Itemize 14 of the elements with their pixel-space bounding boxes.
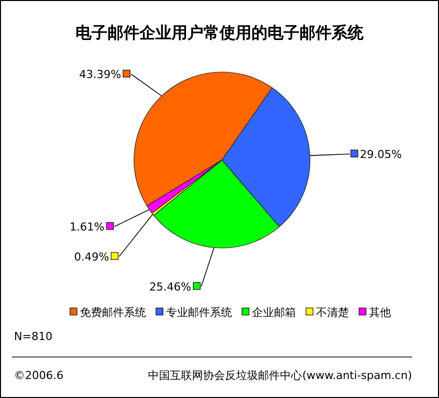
legend-label: 企业邮箱 [252,306,296,319]
legend-label: 不清楚 [316,306,349,319]
data-label: 25.46% [149,280,192,294]
data-label: 29.05% [360,148,402,162]
chart-title: 电子邮件企业用户常使用的电子邮件系统 [76,23,364,42]
data-label: 0.49% [74,250,110,264]
data-label: 43.39% [79,68,122,82]
text: 中国互联网协会反垃圾邮件中心(www.anti-spam.cn) [148,369,412,382]
legend-label: 其他 [369,306,391,319]
text: N=810 [14,330,52,343]
data-label: 1.61% [70,220,105,234]
legend-label: 专业邮件系统 [166,306,232,319]
text: ©2006.6 [14,369,64,382]
legend-label: 免费邮件系统 [80,306,146,319]
